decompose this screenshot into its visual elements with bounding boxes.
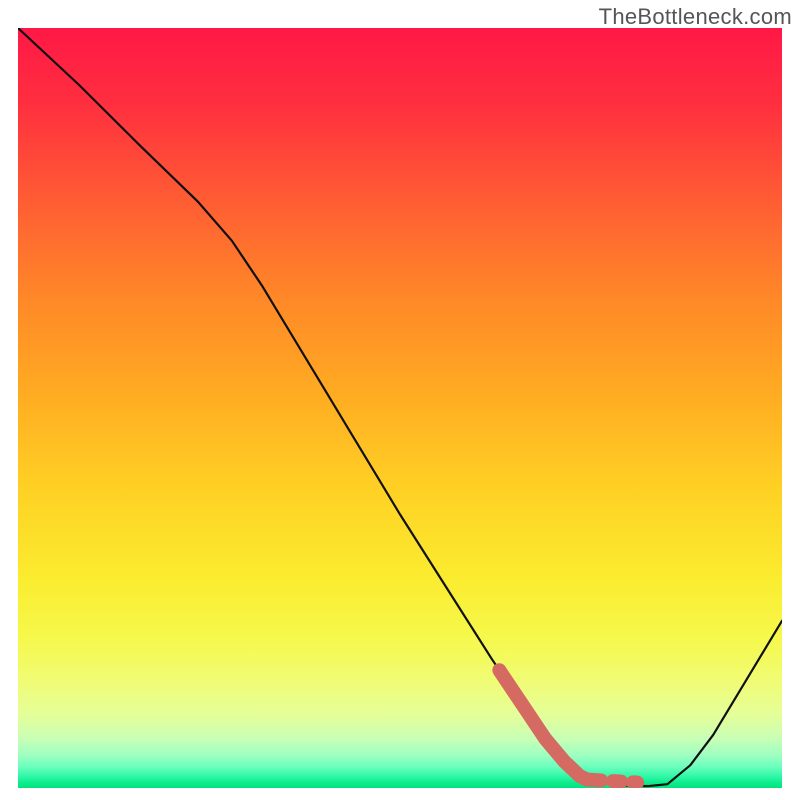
watermark-text: TheBottleneck.com xyxy=(599,4,792,30)
highlight-dash xyxy=(587,780,652,784)
chart-svg xyxy=(0,0,800,800)
bottleneck-chart: TheBottleneck.com xyxy=(0,0,800,800)
gradient-background xyxy=(18,28,782,788)
